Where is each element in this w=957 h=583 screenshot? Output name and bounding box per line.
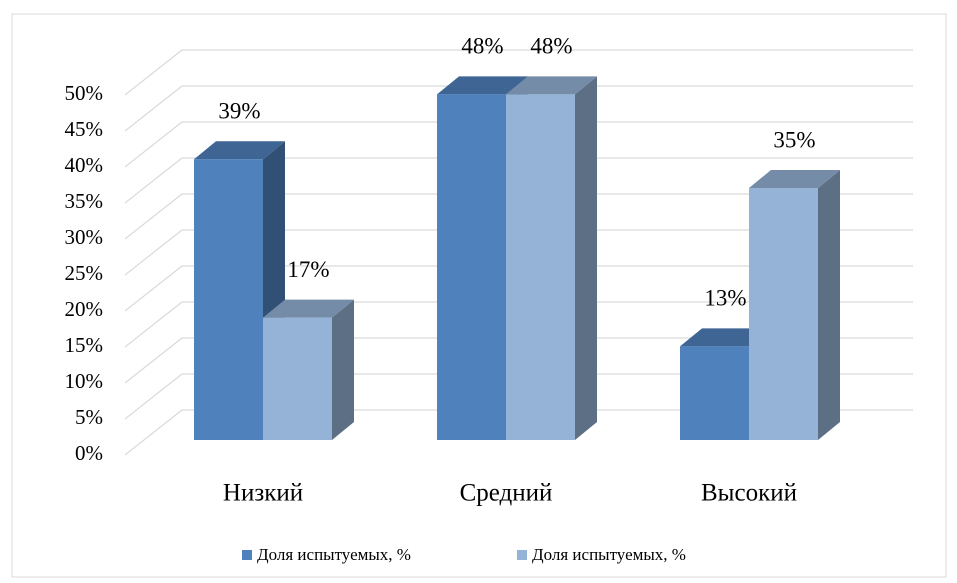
x-tick-label: Низкий <box>223 480 303 507</box>
legend-label: Доля испытуемых, % <box>532 545 686 564</box>
grid-line <box>124 157 913 204</box>
data-label: 39% <box>218 98 260 123</box>
bar <box>506 94 575 441</box>
legend-swatch <box>242 550 252 560</box>
bar <box>263 317 332 440</box>
y-tick-label: 10% <box>65 369 104 393</box>
y-tick-label: 45% <box>65 117 104 141</box>
y-tick-label: 30% <box>65 225 104 249</box>
legend-swatch <box>517 550 527 560</box>
grid-line <box>124 337 913 384</box>
bar <box>749 188 818 440</box>
data-label: 48% <box>461 34 503 59</box>
y-tick-label: 15% <box>65 333 104 357</box>
y-tick-label: 25% <box>65 261 104 285</box>
grid-line <box>124 49 913 96</box>
grid-line <box>124 229 913 276</box>
y-tick-label: 40% <box>65 153 104 177</box>
bar-side <box>818 170 840 440</box>
bar <box>437 94 506 441</box>
x-tick-label: Высокий <box>701 480 797 507</box>
y-tick-label: 35% <box>65 189 104 213</box>
bar <box>680 346 749 440</box>
y-tick-label: 50% <box>65 81 104 105</box>
bar-top <box>437 76 528 95</box>
data-label: 35% <box>773 127 815 152</box>
y-tick-label: 20% <box>65 297 104 321</box>
grid-line <box>124 85 913 132</box>
data-label: 48% <box>530 34 572 59</box>
bar-top <box>194 141 285 160</box>
y-tick-label: 0% <box>75 441 103 465</box>
grid-line <box>124 193 913 240</box>
data-label: 17% <box>287 257 329 282</box>
grid-line <box>124 409 913 456</box>
grid-line <box>124 373 913 420</box>
bar-side <box>332 299 354 440</box>
data-label: 13% <box>704 286 746 311</box>
bar-side <box>575 76 597 441</box>
grid-line <box>124 265 913 312</box>
bar-top <box>263 299 354 318</box>
y-tick-label: 5% <box>75 405 103 429</box>
grid-line <box>124 121 913 168</box>
bar-top <box>506 76 597 95</box>
bar-top <box>680 328 771 347</box>
bar-top <box>749 170 840 188</box>
legend-label: Доля испытуемых, % <box>257 545 411 564</box>
x-tick-label: Средний <box>460 480 553 507</box>
grid-line <box>124 301 913 348</box>
bar <box>194 159 263 440</box>
